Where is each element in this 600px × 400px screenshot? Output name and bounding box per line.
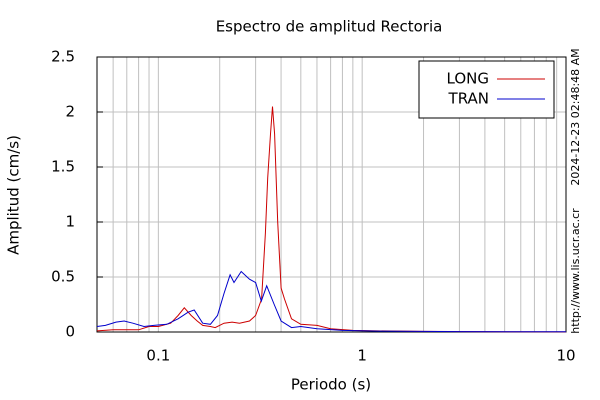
legend-label: LONG xyxy=(447,70,489,88)
legend-box xyxy=(418,60,555,119)
y-tick-label: 2 xyxy=(65,103,75,121)
y-tick-label: 0.5 xyxy=(51,268,75,286)
y-axis-label: Amplitud (cm/s) xyxy=(5,135,23,255)
y-tick-label: 1.5 xyxy=(51,158,75,176)
data-line xyxy=(96,106,567,333)
y-tick-label: 2.5 xyxy=(51,48,75,66)
source-url: http://www.lis.ucr.ac.cr xyxy=(569,208,582,334)
timestamp: 2024-12-23 02:48:48 AM xyxy=(569,48,582,185)
x-tick-label: 1 xyxy=(357,347,367,365)
y-tick-label: 0 xyxy=(65,323,75,341)
x-tick-label: 10 xyxy=(556,347,575,365)
plot-border xyxy=(96,56,567,333)
legend-label: TRAN xyxy=(448,90,489,108)
x-axis-label: Periodo (s) xyxy=(291,376,371,394)
y-tick-label: 1 xyxy=(65,213,75,231)
x-tick-label: 0.1 xyxy=(146,347,170,365)
data-line xyxy=(96,270,567,333)
chart-title: Espectro de amplitud Rectoria xyxy=(216,18,443,36)
